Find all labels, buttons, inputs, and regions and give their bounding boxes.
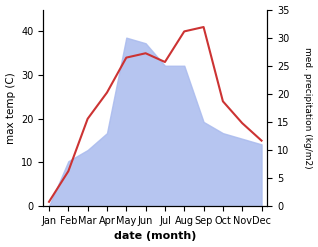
X-axis label: date (month): date (month) (114, 231, 197, 242)
Y-axis label: med. precipitation (kg/m2): med. precipitation (kg/m2) (303, 47, 313, 169)
Y-axis label: max temp (C): max temp (C) (5, 72, 16, 144)
